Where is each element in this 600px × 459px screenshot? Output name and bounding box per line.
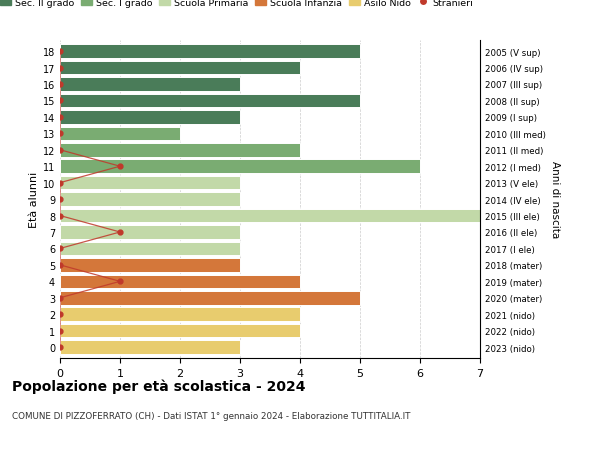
Bar [60, 341, 240, 354]
Bar [60, 160, 420, 174]
Bar [60, 226, 240, 239]
Bar [60, 177, 240, 190]
Bar [60, 308, 300, 321]
Bar [60, 95, 360, 108]
Y-axis label: Età alunni: Età alunni [29, 172, 38, 228]
Bar [60, 144, 300, 157]
Bar [60, 193, 240, 207]
Bar [60, 291, 360, 305]
Legend: Sec. II grado, Sec. I grado, Scuola Primaria, Scuola Infanzia, Asilo Nido, Stran: Sec. II grado, Sec. I grado, Scuola Prim… [0, 0, 473, 7]
Bar [60, 209, 480, 223]
Bar [60, 111, 240, 124]
Text: Popolazione per età scolastica - 2024: Popolazione per età scolastica - 2024 [12, 379, 305, 393]
Bar [60, 275, 300, 288]
Bar [60, 62, 300, 75]
Bar [60, 45, 360, 59]
Y-axis label: Anni di nascita: Anni di nascita [550, 161, 560, 238]
Bar [60, 242, 240, 256]
Bar [60, 324, 300, 338]
Bar [60, 258, 240, 272]
Text: COMUNE DI PIZZOFERRATO (CH) - Dati ISTAT 1° gennaio 2024 - Elaborazione TUTTITAL: COMUNE DI PIZZOFERRATO (CH) - Dati ISTAT… [12, 411, 410, 420]
Bar [60, 127, 180, 141]
Bar [60, 78, 240, 91]
